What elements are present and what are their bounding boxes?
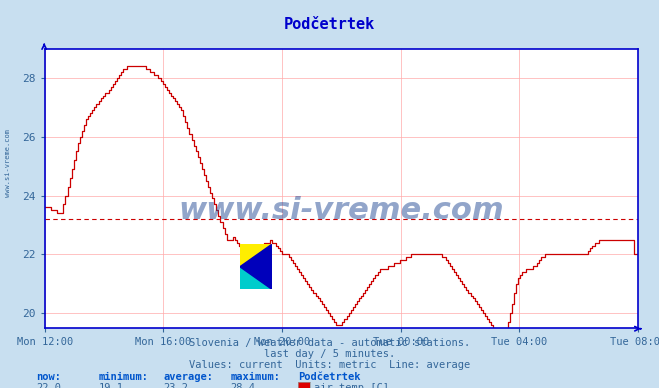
Text: average:: average: <box>163 372 214 382</box>
Text: 22.0: 22.0 <box>36 383 61 388</box>
Text: now:: now: <box>36 372 61 382</box>
Text: Slovenia / weather data - automatic stations.: Slovenia / weather data - automatic stat… <box>189 338 470 348</box>
Text: 28.4: 28.4 <box>231 383 256 388</box>
Text: Podčetrtek: Podčetrtek <box>298 372 360 382</box>
Text: last day / 5 minutes.: last day / 5 minutes. <box>264 349 395 359</box>
Text: 23.2: 23.2 <box>163 383 188 388</box>
Text: 19.1: 19.1 <box>99 383 124 388</box>
Text: minimum:: minimum: <box>99 372 149 382</box>
Text: www.si-vreme.com: www.si-vreme.com <box>179 196 504 225</box>
Text: Values: current  Units: metric  Line: average: Values: current Units: metric Line: aver… <box>189 360 470 370</box>
Polygon shape <box>240 244 272 289</box>
Text: www.si-vreme.com: www.si-vreme.com <box>5 129 11 197</box>
Text: maximum:: maximum: <box>231 372 281 382</box>
Text: www.si-vreme.com: www.si-vreme.com <box>179 196 504 225</box>
Text: air temp.[C]: air temp.[C] <box>314 383 389 388</box>
Text: Podčetrtek: Podčetrtek <box>284 17 375 33</box>
Polygon shape <box>240 244 272 267</box>
Polygon shape <box>240 267 272 289</box>
